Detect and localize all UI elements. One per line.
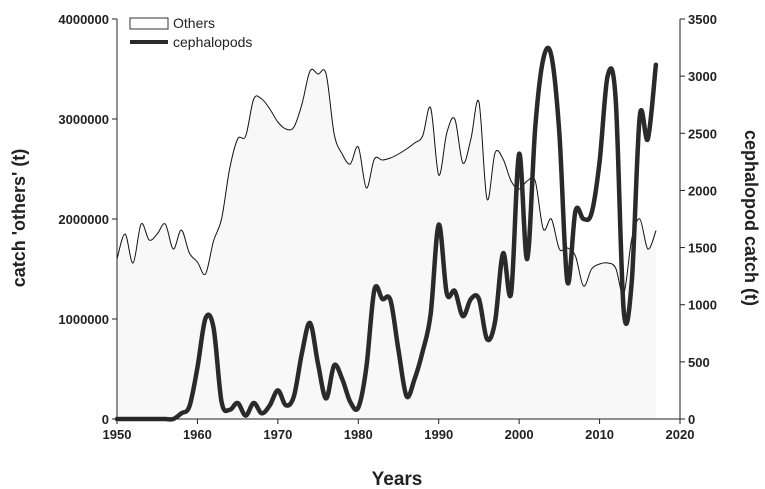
x-tick-label-2000: 2000: [505, 427, 534, 442]
y-right-tick-label-2000: 2000: [688, 183, 717, 198]
legend-label-others: Others: [173, 15, 215, 31]
legend-swatch-others: [129, 17, 169, 30]
x-tick-label-1990: 1990: [424, 427, 453, 442]
x-tick-label-1980: 1980: [344, 427, 373, 442]
y-left-tick-label-0: 0: [102, 412, 109, 427]
series-layer: [114, 45, 659, 422]
y-right-tick-label-1500: 1500: [688, 241, 717, 256]
y-left-tick-label-2000000: 2000000: [58, 212, 109, 227]
y-right-tick-label-1000: 1000: [688, 298, 717, 313]
series-others-area: [117, 69, 656, 419]
legend: Others cephalopods: [129, 15, 252, 50]
x-tick-label-1950: 1950: [103, 427, 132, 442]
x-tick-label-1960: 1960: [183, 427, 212, 442]
series-cephalopods-line: [114, 45, 659, 422]
y-right-tick-label-3500: 3500: [688, 12, 717, 27]
y-left-tick-label-1000000: 1000000: [58, 312, 109, 327]
legend-label-cephalopods: cephalopods: [173, 34, 252, 50]
x-tick-label-2020: 2020: [666, 427, 695, 442]
x-tick-label-2010: 2010: [585, 427, 614, 442]
y-left-tick-label-4000000: 4000000: [58, 12, 109, 27]
x-tick-label-1970: 1970: [263, 427, 292, 442]
y-right-tick-label-2500: 2500: [688, 126, 717, 141]
y-right-tick-label-0: 0: [688, 412, 695, 427]
x-axis-title: Years: [372, 469, 423, 489]
y-right-tick-label-500: 500: [688, 355, 710, 370]
y-right-tick-label-3000: 3000: [688, 69, 717, 84]
axes-layer: 1950 1960 1970 1980 1990 2000 2010 202001000000…: [58, 12, 717, 442]
y-right-axis-title: cephalopod catch (t): [741, 130, 761, 306]
y-left-tick-label-3000000: 3000000: [58, 112, 109, 127]
y-left-axis-title: catch 'others' (t): [9, 149, 29, 288]
